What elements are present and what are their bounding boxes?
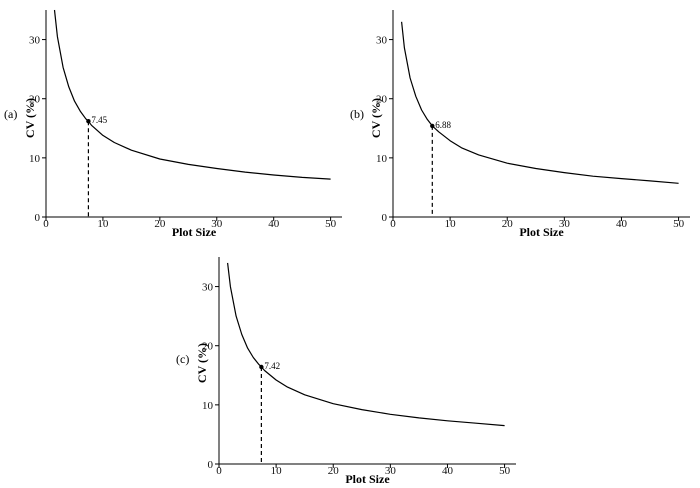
panel-label: (c) <box>176 352 189 366</box>
x-tick-label: 10 <box>97 218 109 230</box>
y-axis-title: CV (%) <box>195 343 209 383</box>
y-tick-label: 10 <box>202 400 214 412</box>
panel-label: (a) <box>4 107 17 121</box>
x-tick-label: 20 <box>502 218 514 230</box>
y-tick-label: 20 <box>202 341 214 353</box>
y-tick-label: 0 <box>382 212 388 224</box>
x-axis-title: Plot Size <box>172 225 217 239</box>
optimum-label: 7.42 <box>264 361 280 371</box>
cv-curve-line <box>53 9 331 180</box>
x-tick-label: 50 <box>325 218 337 230</box>
y-tick-label: 20 <box>29 94 41 106</box>
x-tick-label: 40 <box>442 465 454 477</box>
cv-curve-line <box>227 262 505 427</box>
x-tick-label: 40 <box>268 218 280 230</box>
cv-curve-line <box>401 21 679 184</box>
x-tick-label: 30 <box>211 218 223 230</box>
y-tick-label: 10 <box>376 153 388 165</box>
x-tick-label: 50 <box>673 218 685 230</box>
optimum-label: 7.45 <box>91 115 107 125</box>
x-tick-label: 30 <box>559 218 571 230</box>
x-tick-label: 20 <box>328 465 340 477</box>
x-tick-label: 50 <box>499 465 511 477</box>
optimum-point <box>430 123 435 129</box>
y-tick-label: 20 <box>376 94 388 106</box>
x-tick-label: 0 <box>216 465 222 477</box>
y-tick-label: 30 <box>376 35 388 47</box>
y-axis-title: CV (%) <box>369 98 383 138</box>
x-tick-label: 10 <box>271 465 283 477</box>
x-tick-label: 0 <box>43 218 49 230</box>
y-axis-title: CV (%) <box>23 98 37 138</box>
y-tick-label: 0 <box>208 459 214 471</box>
x-tick-label: 10 <box>445 218 457 230</box>
optimum-point <box>259 364 264 370</box>
optimum-label: 6.88 <box>435 120 451 130</box>
x-axis-title: Plot Size <box>519 225 564 239</box>
panel-label: (b) <box>350 107 364 121</box>
x-tick-label: 30 <box>385 465 397 477</box>
y-tick-label: 30 <box>202 282 214 294</box>
optimum-point <box>86 118 91 124</box>
x-axis-title: Plot Size <box>345 472 390 486</box>
x-tick-label: 20 <box>154 218 166 230</box>
y-tick-label: 0 <box>35 212 41 224</box>
y-tick-label: 10 <box>29 153 41 165</box>
x-tick-label: 40 <box>616 218 628 230</box>
x-tick-label: 0 <box>390 218 396 230</box>
y-tick-label: 30 <box>29 35 41 47</box>
